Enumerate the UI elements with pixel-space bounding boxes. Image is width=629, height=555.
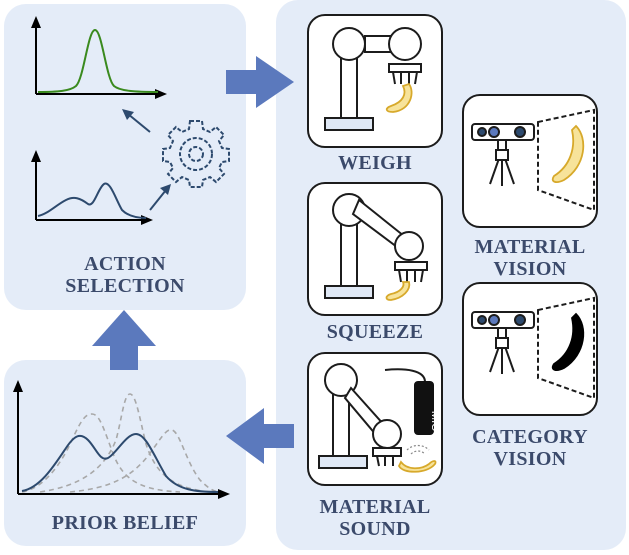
- banana-silhouette-icon: [551, 312, 585, 371]
- robot-arm-icon: [318, 363, 437, 473]
- gear-icon: [162, 120, 230, 188]
- prior-belief-panel: [4, 360, 246, 546]
- banana-icon: [397, 460, 437, 473]
- banana-icon: [385, 82, 413, 113]
- robot-arm-icon: [324, 193, 428, 301]
- banana-icon: [551, 124, 585, 183]
- category-vision-label: CATEGORY VISION: [472, 426, 588, 470]
- microphone-icon: [414, 381, 434, 435]
- prior-belief-label: PRIOR BELIEF: [51, 512, 199, 534]
- material-vision-label: MATERIAL VISION: [474, 236, 586, 280]
- action-selection-label: ACTION SELECTION: [65, 253, 185, 297]
- camera-icon: [471, 296, 595, 400]
- robot-arm-icon: [324, 27, 422, 131]
- banana-icon: [385, 281, 411, 301]
- action-selection-panel: [4, 4, 246, 310]
- material-sound-label: MATERIAL SOUND: [319, 496, 431, 540]
- sound-wave-icon: [406, 444, 430, 455]
- mic-label: MIC: [429, 410, 441, 432]
- squeeze-label: SQUEEZE: [326, 321, 424, 343]
- camera-icon: [471, 108, 595, 212]
- weigh-label: WEIGH: [338, 152, 412, 174]
